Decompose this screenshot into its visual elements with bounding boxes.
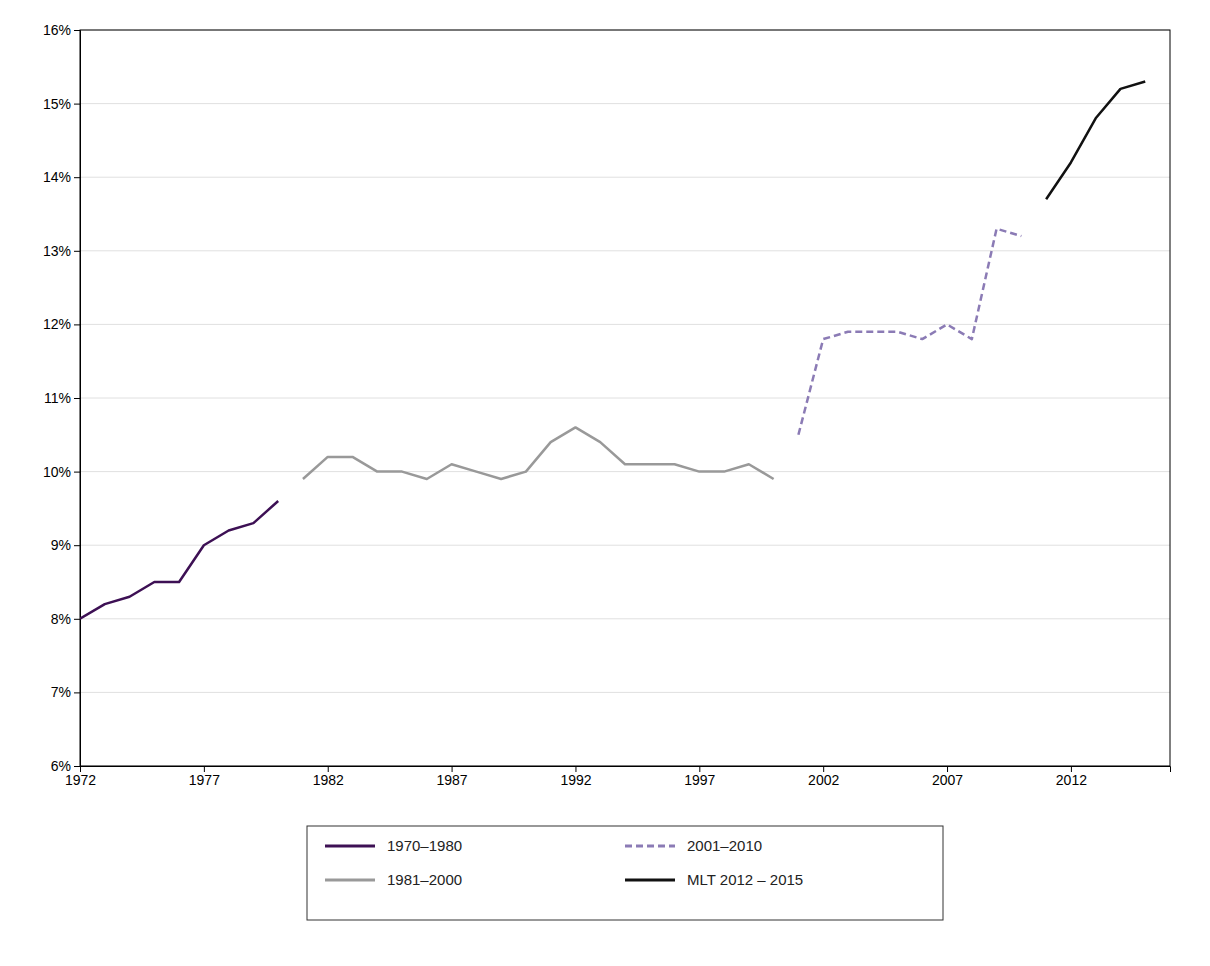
y-tick: 6% — [51, 758, 80, 774]
grid-line — [80, 324, 1170, 325]
y-tick-mark — [74, 30, 80, 31]
y-tick-label: 10% — [43, 464, 71, 480]
grid-line — [80, 471, 1170, 472]
x-tick-label: 1987 — [437, 772, 468, 788]
x-tick-label: 1982 — [313, 772, 344, 788]
legend-item: 1970–1980 — [325, 837, 462, 854]
y-tick-label: 7% — [51, 684, 71, 700]
legend-swatch — [325, 879, 375, 882]
legend-item: MLT 2012 – 2015 — [625, 871, 803, 888]
x-tick: 1987 — [437, 766, 468, 788]
y-tick-label: 14% — [43, 169, 71, 185]
grid-line — [80, 545, 1170, 546]
y-tick-mark — [74, 177, 80, 178]
grid-line — [80, 250, 1170, 251]
y-tick-label: 15% — [43, 96, 71, 112]
grid-line — [80, 398, 1170, 399]
y-tick: 13% — [43, 243, 80, 259]
legend-swatch — [625, 879, 675, 882]
series-line — [798, 229, 1021, 435]
y-tick-mark — [74, 251, 80, 252]
series-line — [1046, 82, 1145, 200]
y-tick-mark — [74, 398, 80, 399]
y-tick: 14% — [43, 169, 80, 185]
grid-line — [80, 618, 1170, 619]
y-tick-mark — [74, 766, 80, 767]
chart: 1972 1977 1982 1987 1992 1997 2002 2007 2012 6% 7%… — [0, 0, 1210, 966]
x-tick: 2007 — [932, 766, 963, 788]
y-axis: 6% 7% 8% 9% 10% 11% 12% 13% 14% 15% 16% — [43, 22, 81, 774]
y-tick: 15% — [43, 96, 80, 112]
y-tick-label: 13% — [43, 243, 71, 259]
y-tick: 10% — [43, 464, 80, 480]
y-tick: 7% — [51, 684, 80, 700]
y-tick-label: 16% — [43, 22, 71, 38]
y-tick: 8% — [51, 611, 80, 627]
legend-label: 2001–2010 — [687, 837, 762, 854]
y-tick-mark — [74, 324, 80, 325]
series-line — [303, 427, 774, 479]
y-tick-label: 6% — [51, 758, 71, 774]
x-tick-label: 1992 — [560, 772, 591, 788]
x-tick-label: 2002 — [808, 772, 839, 788]
y-tick-label: 11% — [44, 390, 71, 406]
y-tick-mark — [74, 692, 80, 693]
grid-line — [80, 103, 1170, 104]
y-tick: 16% — [43, 22, 80, 38]
y-tick-mark — [74, 619, 80, 620]
legend-item: 1981–2000 — [325, 871, 462, 888]
y-tick-mark — [74, 545, 80, 546]
y-tick: 12% — [43, 316, 80, 332]
x-tick-label: 1977 — [189, 772, 220, 788]
x-tick-label: 2012 — [1056, 772, 1087, 788]
x-tick: 1997 — [684, 766, 715, 788]
legend-item: 2001–2010 — [625, 837, 762, 854]
x-tick: 1982 — [313, 766, 344, 788]
legend-label: MLT 2012 – 2015 — [687, 871, 803, 888]
y-tick-mark — [74, 104, 80, 105]
legend-label: 1970–1980 — [387, 837, 462, 854]
y-tick: 9% — [51, 537, 80, 553]
series-lines — [80, 82, 1145, 619]
x-tick: 2002 — [808, 766, 839, 788]
x-tick-label: 1997 — [684, 772, 715, 788]
y-tick: 11% — [44, 390, 80, 406]
x-tick-label: 2007 — [932, 772, 963, 788]
plot-frame — [80, 30, 1170, 766]
y-tick-label: 8% — [51, 611, 71, 627]
x-tick: 2012 — [1056, 766, 1087, 788]
plot-area: 1972 1977 1982 1987 1992 1997 2002 2007 2012 6% 7%… — [43, 22, 1171, 788]
y-tick-label: 12% — [43, 316, 71, 332]
legend-label: 1981–2000 — [387, 871, 462, 888]
x-tick-label: 1972 — [65, 772, 96, 788]
grid — [80, 30, 1170, 766]
grid-line — [80, 177, 1170, 178]
legend-frame — [307, 826, 943, 920]
x-axis-line — [81, 767, 1171, 773]
x-axis: 1972 1977 1982 1987 1992 1997 2002 2007 2012 — [65, 766, 1171, 788]
x-tick: 1992 — [560, 766, 591, 788]
legend-swatch — [625, 845, 675, 848]
series-line — [80, 501, 278, 619]
grid-line — [80, 692, 1170, 693]
legend: 1970–1980 1981–2000 2001–2010 MLT 2012 – 20… — [307, 826, 943, 920]
x-tick: 1977 — [189, 766, 220, 788]
y-tick-label: 9% — [51, 537, 71, 553]
y-tick-mark — [74, 472, 80, 473]
legend-swatch — [325, 845, 375, 848]
